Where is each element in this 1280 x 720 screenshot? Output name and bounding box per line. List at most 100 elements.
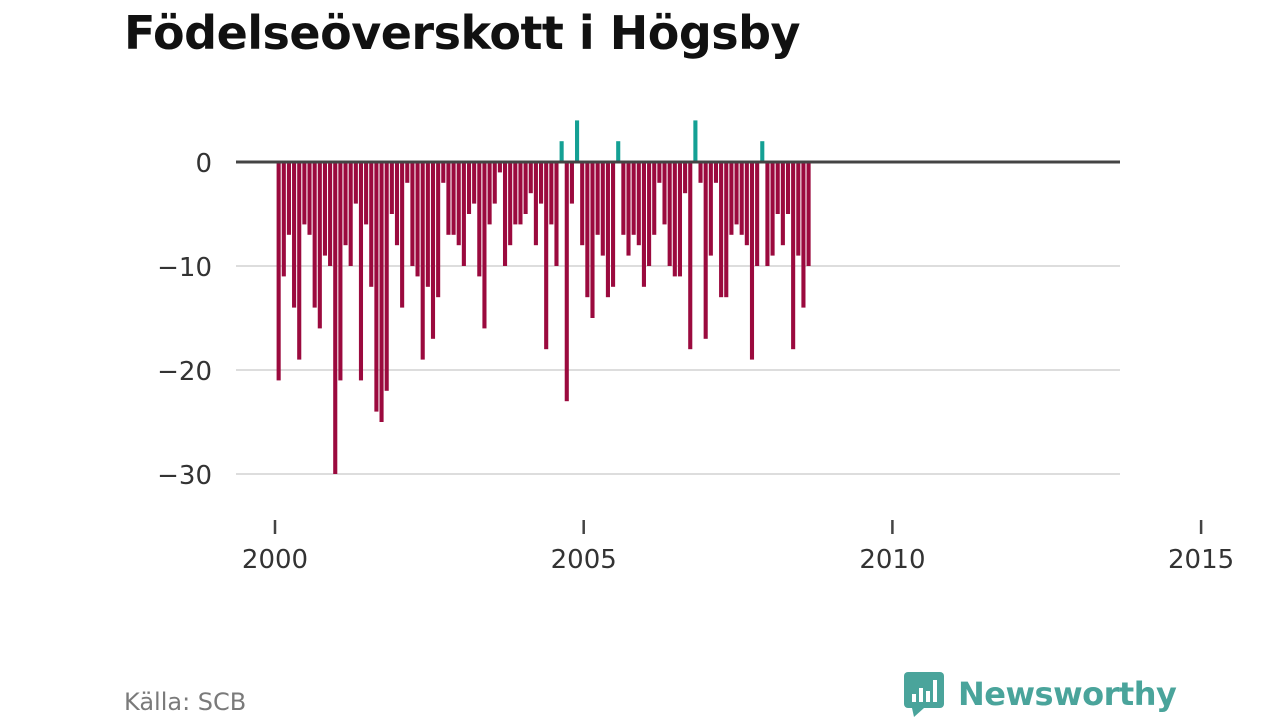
bar-negative	[461, 162, 466, 266]
bar-negative	[338, 162, 343, 381]
bar-negative	[312, 162, 317, 308]
bar-negative	[302, 162, 307, 225]
bar-negative	[791, 162, 796, 350]
bar-negative	[281, 162, 286, 277]
bar-negative	[456, 162, 461, 246]
bar-negative	[533, 162, 538, 246]
bar-negative	[549, 162, 554, 225]
bar-negative	[276, 162, 281, 381]
bar-negative	[785, 162, 791, 214]
bar-negative	[384, 162, 389, 391]
bar-positive	[693, 120, 698, 162]
bar-negative	[729, 162, 734, 235]
bar-negative	[688, 162, 693, 350]
bar-negative	[451, 162, 456, 235]
bar-negative	[502, 162, 508, 266]
bar-negative	[580, 162, 585, 246]
bar-negative	[322, 162, 328, 256]
bar-negative	[508, 162, 513, 246]
bar-negative	[389, 162, 394, 214]
bar-negative	[590, 162, 595, 318]
bar-negative	[744, 162, 749, 246]
bar-negative	[364, 162, 369, 225]
bar-negative	[297, 162, 302, 360]
bar-negative	[333, 162, 338, 474]
bar-negative	[477, 162, 482, 277]
bar-negative	[739, 162, 744, 235]
bar-negative	[611, 162, 616, 287]
y-tick-label: −20	[157, 357, 212, 387]
bar-negative	[544, 162, 549, 350]
bar-chart: 0−10−20−30 200020052010201520202025	[157, 120, 1234, 575]
bar-negative	[497, 162, 502, 173]
bar-positive	[559, 141, 564, 162]
bar-negative	[647, 162, 652, 266]
bar-negative	[734, 162, 739, 225]
bar-negative	[472, 162, 477, 204]
bar-negative	[585, 162, 590, 298]
bar-negative	[400, 162, 405, 308]
bar-negative	[605, 162, 610, 298]
bar-positive	[616, 141, 621, 162]
bar-negative	[770, 162, 775, 256]
bar-negative	[513, 162, 518, 225]
bar-negative	[621, 162, 626, 235]
bar-negative	[775, 162, 780, 214]
x-tick-label: 2015	[1168, 545, 1234, 575]
bar-negative	[631, 162, 636, 235]
bar-negative	[405, 162, 410, 183]
x-tick-label: 2000	[242, 545, 308, 575]
bars	[276, 120, 811, 474]
bar-negative	[703, 162, 708, 339]
bar-negative	[569, 162, 574, 204]
y-tick-label: −10	[157, 253, 212, 283]
brand-name: Newsworthy	[958, 675, 1177, 713]
bar-positive	[575, 120, 580, 162]
bar-negative	[677, 162, 683, 277]
bar-negative	[369, 162, 374, 287]
bar-negative	[641, 162, 646, 287]
bar-negative	[683, 162, 688, 194]
y-tick-label: 0	[195, 149, 212, 179]
bar-negative	[657, 162, 662, 183]
bar-negative	[436, 162, 441, 298]
bar-negative	[430, 162, 436, 339]
bar-negative	[528, 162, 533, 194]
bar-negative	[441, 162, 446, 183]
brand-logo[interactable]: Newsworthy	[902, 670, 1177, 718]
bar-negative	[286, 162, 291, 235]
bar-negative	[652, 162, 657, 235]
bar-negative	[420, 162, 425, 360]
bar-negative	[806, 162, 811, 266]
x-tick-label: 2010	[859, 545, 925, 575]
bar-negative	[492, 162, 497, 204]
bar-negative	[374, 162, 379, 412]
bar-negative	[410, 162, 415, 266]
y-tick-label: −30	[157, 461, 212, 491]
bar-negative	[564, 162, 569, 402]
bar-negative	[708, 162, 713, 256]
x-axis-ticks: 200020052010201520202025	[242, 520, 1234, 575]
bar-negative	[353, 162, 358, 204]
bar-negative	[425, 162, 430, 287]
bar-negative	[317, 162, 322, 329]
bar-negative	[446, 162, 451, 235]
bar-negative	[518, 162, 523, 225]
bar-chart-speech-bubble-icon	[904, 672, 944, 717]
bar-negative	[796, 162, 801, 256]
bar-negative	[523, 162, 528, 214]
bar-negative	[379, 162, 384, 422]
bar-positive	[760, 141, 765, 162]
bar-negative	[667, 162, 672, 266]
bar-negative	[487, 162, 492, 225]
bar-negative	[698, 162, 703, 183]
bar-negative	[600, 162, 605, 256]
chart-title: Födelseöverskott i Högsby	[124, 6, 801, 60]
bar-negative	[713, 162, 719, 183]
bar-negative	[482, 162, 487, 329]
bar-negative	[595, 162, 600, 235]
source-note: Källa: SCB	[124, 688, 247, 716]
bar-negative	[724, 162, 729, 298]
bar-negative	[343, 162, 348, 246]
bar-negative	[307, 162, 312, 235]
